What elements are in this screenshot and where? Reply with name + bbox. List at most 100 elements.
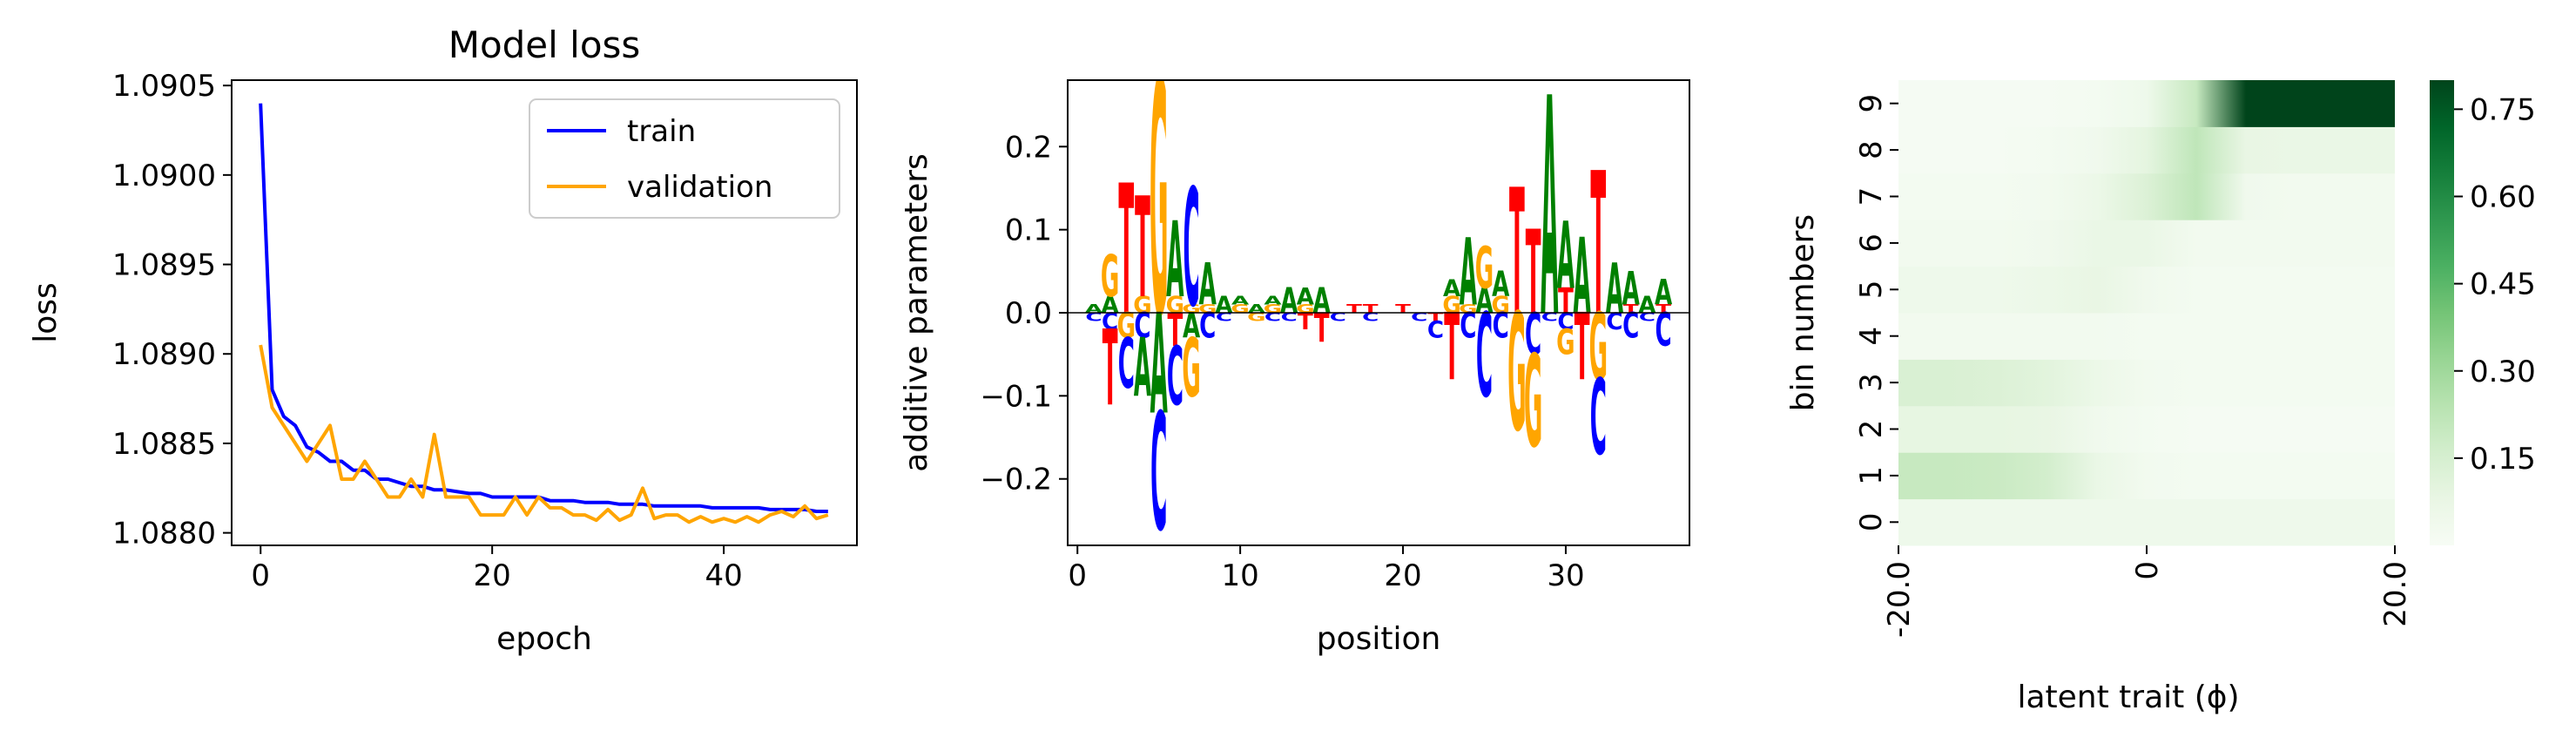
y-tick-label: 1 (1854, 466, 1889, 485)
plot-frame (231, 79, 858, 546)
logo-letter-T: T (1590, 131, 1606, 360)
logo-letter-T: T (1558, 281, 1574, 321)
y-tick-label: −0.1 (980, 379, 1052, 414)
logo-letter-C: C (1102, 309, 1118, 335)
legend-label-train: train (627, 114, 696, 149)
legend-label-validation: validation (627, 170, 772, 205)
x-tick-label: 20 (474, 558, 511, 593)
heatmap-row-bin-2 (1898, 405, 2395, 453)
logo-letter-G: G (1507, 281, 1526, 469)
logo-letter-A: A (1622, 261, 1641, 315)
logo-letter-C: C (1199, 306, 1216, 346)
colorbar-tick-label: 0.15 (2470, 442, 2536, 477)
logo-letter-C: C (1411, 310, 1427, 323)
logo-letter-C: C (1216, 310, 1232, 323)
logo-letter-C: C (1427, 317, 1444, 343)
heatmap-row-bin-6 (1898, 220, 2395, 267)
colorbar (2430, 80, 2454, 545)
logo-letter-T: T (1346, 302, 1362, 315)
y-axis-label: additive parameters (899, 153, 934, 472)
heatmap-row-bin-7 (1898, 172, 2395, 220)
logo-letter-A: A (1573, 218, 1590, 338)
logo-letter-A: A (1183, 306, 1200, 346)
logo-letter-A: A (1134, 322, 1151, 416)
colorbar-tick-label: 0.75 (2470, 92, 2536, 127)
y-axis-label: bin numbers (1785, 214, 1821, 411)
logo-letter-C: C (1557, 309, 1574, 335)
logo-letter-G: G (1524, 328, 1542, 477)
logo-letter-C: C (1150, 380, 1167, 568)
heatmap-row-bin-4 (1898, 313, 2395, 360)
logo-letter-A: A (1541, 34, 1558, 384)
logo-letter-A: A (1231, 294, 1249, 307)
logo-letter-T: T (1427, 310, 1443, 323)
logo-letter-G: G (1117, 306, 1136, 346)
series-line-train (259, 103, 828, 513)
logo-letter-T: T (1444, 294, 1460, 402)
logo-letter-T: T (1509, 153, 1525, 355)
chart-title: Model loss (448, 24, 641, 66)
x-tick-label: 10 (1221, 558, 1258, 593)
x-tick-label: 30 (1547, 558, 1584, 593)
logo-letter-A: A (1475, 281, 1493, 321)
logo-letter-A: A (1606, 248, 1623, 329)
heatmap-row-bin-0 (1898, 498, 2395, 546)
logo-letter-A: A (1166, 201, 1183, 321)
y-tick-label: 1.0880 (112, 517, 216, 551)
logo-letter-C: C (1330, 310, 1346, 323)
logo-letter-C: C (1264, 310, 1281, 323)
logo-letter-C: C (1183, 156, 1200, 344)
y-tick-label: 1.0900 (112, 159, 216, 193)
x-tick-label: 20 (1384, 558, 1421, 593)
logo-letter-C: C (1281, 310, 1298, 323)
x-tick-label: 0 (1068, 558, 1087, 593)
heatmap-row-bin-1 (1898, 452, 2395, 500)
y-tick-label: 0.0 (1005, 296, 1052, 331)
logo-letter-C: C (1085, 310, 1102, 323)
logo-letter-C: C (1541, 310, 1558, 323)
heatmap-row-bin-9 (1898, 80, 2395, 127)
logo-letter-C: C (1167, 331, 1183, 425)
logo-letter-C: C (1118, 323, 1135, 404)
logo-letter-T: T (1135, 167, 1150, 329)
logo-letter-C: C (1493, 306, 1509, 346)
y-tick-label: 0 (1854, 512, 1889, 531)
logo-letter-A: A (1199, 251, 1217, 319)
heatmap-row-bin-3 (1898, 359, 2395, 407)
y-tick-label: 0.1 (1005, 213, 1052, 248)
logo-letter-A: A (1264, 294, 1281, 307)
y-tick-label: 0.2 (1005, 130, 1052, 165)
logo-letter-C: C (1606, 309, 1622, 335)
y-tick-label: 1.0895 (112, 248, 216, 283)
x-tick-label: 40 (705, 558, 742, 593)
logo-letter-C: C (1656, 303, 1672, 357)
x-axis-label: latent trait (ϕ) (2017, 680, 2239, 715)
logo-letter-A: A (1297, 284, 1315, 310)
logo-letter-A: A (1312, 281, 1330, 321)
logo-letter-A: A (1460, 220, 1477, 328)
logo-letter-T: T (1395, 302, 1411, 315)
y-tick-label: 2 (1854, 420, 1889, 439)
logo-letter-C: C (1362, 310, 1379, 323)
x-axis-label: position (1317, 621, 1441, 657)
logo-letter-G: G (1556, 322, 1575, 362)
logo-letter-A: A (1280, 281, 1298, 321)
logo-letter-A: A (1443, 276, 1461, 302)
y-tick-label: 8 (1854, 140, 1889, 159)
x-tick-label: 20.0 (2378, 561, 2413, 627)
x-tick-label: 0 (2130, 561, 2165, 580)
colorbar-tick-label: 0.45 (2470, 267, 2536, 302)
logo-letter-G: G (1589, 294, 1608, 402)
y-tick-label: −0.2 (980, 463, 1052, 497)
logo-letter-T: T (1103, 309, 1118, 429)
y-axis-label: loss (28, 282, 64, 343)
x-tick-label: 0 (251, 558, 270, 593)
y-tick-label: 1.0885 (112, 427, 216, 462)
logo-letter-T: T (1118, 146, 1134, 355)
logo-letter-G: G (1182, 322, 1200, 416)
y-tick-label: 7 (1854, 187, 1889, 206)
logo-letter-C: C (1460, 306, 1476, 346)
logo-letter-T: T (1167, 303, 1183, 357)
